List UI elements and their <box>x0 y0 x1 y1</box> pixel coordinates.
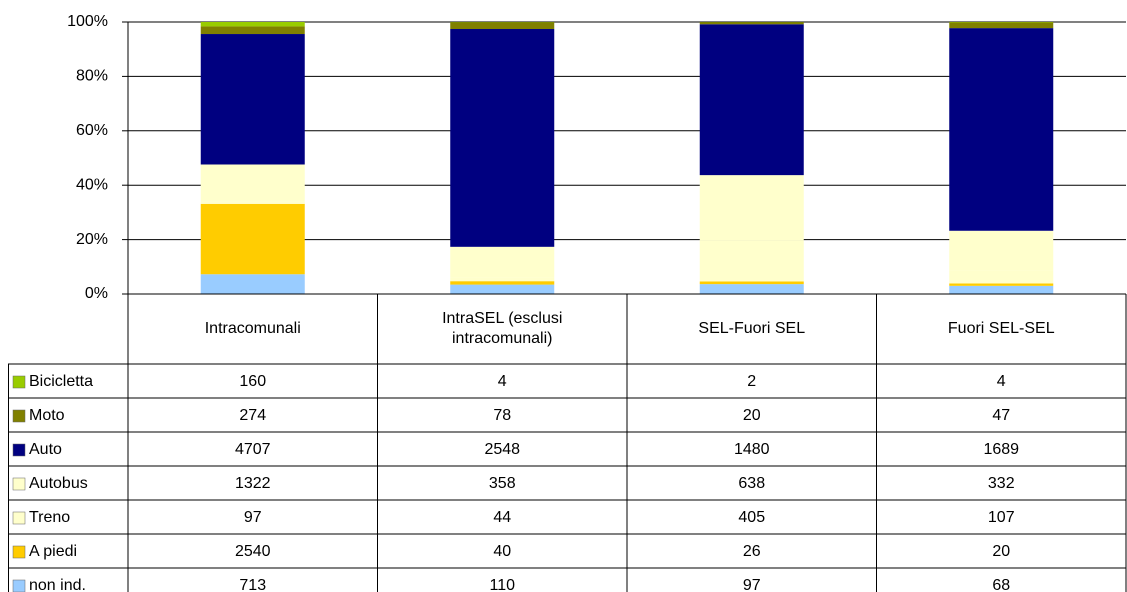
legend-label: Autobus <box>29 475 88 492</box>
legend-label: non ind. <box>29 577 86 592</box>
bar-segment <box>200 22 305 27</box>
category-header: Fuori SEL-SEL <box>947 320 1055 337</box>
table-value: 713 <box>239 577 266 592</box>
table-value: 26 <box>743 543 761 560</box>
bar-segment <box>450 22 555 30</box>
table-value: 2540 <box>235 543 271 560</box>
legend-label: Auto <box>29 441 62 458</box>
legend-swatch <box>12 409 26 423</box>
bar-segment <box>699 281 804 285</box>
category-label: SEL-Fuori SEL <box>698 320 806 337</box>
bar-segment <box>200 26 305 35</box>
table-value: 44 <box>493 509 511 526</box>
legend-swatch <box>12 545 26 559</box>
bar-segment <box>699 175 804 241</box>
table-value: 97 <box>244 509 262 526</box>
bar-segment <box>699 24 804 176</box>
bar-segment <box>949 270 1054 284</box>
table-value: 1480 <box>734 441 770 458</box>
category-label: Intracomunali <box>204 320 301 337</box>
legend-label: A piedi <box>29 543 77 560</box>
legend-label: Bicicletta <box>29 373 93 390</box>
table-value: 78 <box>493 407 511 424</box>
bar-segment <box>949 28 1054 231</box>
bar-segment <box>699 284 804 294</box>
legend-swatch <box>12 511 26 525</box>
table-value: 110 <box>489 577 515 592</box>
category-label: Fuori SEL-SEL <box>947 320 1055 337</box>
bar-segment <box>450 284 555 294</box>
legend-swatch <box>12 375 26 389</box>
table-value: 20 <box>743 407 761 424</box>
legend-swatch <box>12 579 26 592</box>
y-tick-label: 20% <box>76 231 108 248</box>
table-value: 358 <box>489 475 516 492</box>
table-value: 160 <box>239 373 266 390</box>
category-header: SEL-Fuori SEL <box>698 320 806 337</box>
table-value: 4 <box>997 373 1006 390</box>
table-value: 68 <box>992 577 1010 592</box>
table-value: 405 <box>738 509 765 526</box>
bar-segment <box>200 203 305 275</box>
table-value: 4 <box>498 373 507 390</box>
category-header: IntraSEL (esclusi intracomunali) <box>442 310 563 347</box>
bar-segment <box>200 274 305 294</box>
bar-segment <box>699 240 804 282</box>
bar-segment <box>450 246 555 278</box>
legend-swatch <box>12 443 26 457</box>
legend-label: Treno <box>29 509 70 526</box>
legend-swatch <box>12 477 26 491</box>
table-value: 1689 <box>983 441 1019 458</box>
table-value: 274 <box>239 407 266 424</box>
bar-segment <box>200 164 305 202</box>
bar-segment <box>450 29 555 247</box>
table-value: 47 <box>992 407 1010 424</box>
table-value: 20 <box>992 543 1010 560</box>
category-label: IntraSEL (esclusi intracomunali) <box>442 310 563 347</box>
table-value: 107 <box>988 509 1015 526</box>
table-value: 2 <box>747 373 756 390</box>
table-value: 40 <box>493 543 511 560</box>
table-value: 638 <box>738 475 765 492</box>
bar-segment <box>949 22 1054 29</box>
y-tick-label: 60% <box>76 122 108 139</box>
bar-segment <box>450 281 555 285</box>
bar-segment <box>699 22 804 25</box>
bar-segment <box>200 201 305 204</box>
table-value: 1322 <box>235 475 271 492</box>
bar-segment <box>200 34 305 165</box>
bar-segment <box>450 277 555 282</box>
y-tick-label: 80% <box>76 68 108 85</box>
table-value: 97 <box>743 577 761 592</box>
bar-segment <box>949 283 1054 286</box>
y-tick-label: 100% <box>67 13 108 30</box>
table-value: 2548 <box>484 441 520 458</box>
table-value: 4707 <box>235 441 271 458</box>
bar-segment <box>949 230 1054 271</box>
y-tick-label: 0% <box>85 285 108 302</box>
y-tick-label: 40% <box>76 176 108 193</box>
table-value: 332 <box>988 475 1015 492</box>
category-header: Intracomunali <box>204 320 301 337</box>
bar-segment <box>949 285 1054 294</box>
legend-label: Moto <box>29 407 65 424</box>
